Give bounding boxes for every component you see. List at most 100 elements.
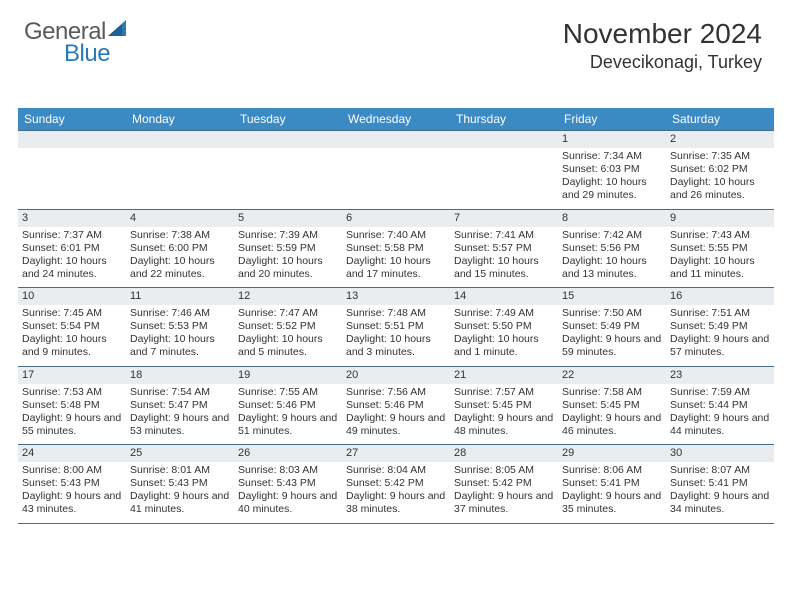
cell-body: Sunrise: 7:35 AMSunset: 6:02 PMDaylight:… [666,148,774,209]
cell-line: Sunrise: 7:58 AM [562,386,662,399]
cell-line: Daylight: 10 hours and 7 minutes. [130,333,230,359]
cell-body: Sunrise: 7:50 AMSunset: 5:49 PMDaylight:… [558,305,666,366]
cell-line: Sunset: 5:59 PM [238,242,338,255]
cell-line: Sunrise: 7:45 AM [22,307,122,320]
cell-line: Sunset: 5:55 PM [670,242,770,255]
cell-line: Daylight: 9 hours and 53 minutes. [130,412,230,438]
cell-body [234,148,342,156]
calendar-cell: 9Sunrise: 7:43 AMSunset: 5:55 PMDaylight… [666,210,774,288]
day-number: 7 [450,210,558,227]
day-number: 18 [126,367,234,384]
calendar-cell: 11Sunrise: 7:46 AMSunset: 5:53 PMDayligh… [126,288,234,366]
cell-line: Sunrise: 7:53 AM [22,386,122,399]
cell-line: Sunrise: 8:04 AM [346,464,446,477]
cell-line: Sunrise: 7:54 AM [130,386,230,399]
calendar-cell: 21Sunrise: 7:57 AMSunset: 5:45 PMDayligh… [450,367,558,445]
cell-line: Sunset: 5:43 PM [130,477,230,490]
cell-line: Sunset: 6:03 PM [562,163,662,176]
day-number: 4 [126,210,234,227]
cell-line: Sunrise: 7:40 AM [346,229,446,242]
day-number: 21 [450,367,558,384]
cell-line: Daylight: 9 hours and 34 minutes. [670,490,770,516]
cell-line: Sunrise: 7:57 AM [454,386,554,399]
cell-line: Sunset: 6:00 PM [130,242,230,255]
cell-body [18,148,126,156]
cell-body [450,148,558,156]
day-number: 9 [666,210,774,227]
cell-line: Daylight: 9 hours and 49 minutes. [346,412,446,438]
calendar-cell: 7 Sunrise: 7:41 AMSunset: 5:57 PMDaylight… [450,210,558,288]
cell-body [342,148,450,156]
day-number [234,131,342,148]
brand-logo: General Blue [24,20,134,47]
cell-line: Sunrise: 8:05 AM [454,464,554,477]
cell-body: Sunrise: 8:01 AMSunset: 5:43 PMDaylight:… [126,462,234,523]
cell-line: Daylight: 10 hours and 9 minutes. [22,333,122,359]
day-number: 22 [558,367,666,384]
cell-line: Sunrise: 7:47 AM [238,307,338,320]
cell-line: Daylight: 10 hours and 17 minutes. [346,255,446,281]
cell-line: Sunrise: 7:50 AM [562,307,662,320]
day-number: 1 [558,131,666,148]
day-number: 27 [342,445,450,462]
calendar-body: 1Sunrise: 7:34 AMSunset: 6:03 PMDaylight… [18,130,774,524]
cell-body: Sunrise: 8:04 AMSunset: 5:42 PMDaylight:… [342,462,450,523]
dow-label: Saturday [666,108,774,130]
day-number [450,131,558,148]
cell-line: Daylight: 10 hours and 15 minutes. [454,255,554,281]
calendar-cell [234,131,342,209]
day-number [18,131,126,148]
cell-line: Daylight: 10 hours and 22 minutes. [130,255,230,281]
cell-line: Daylight: 10 hours and 29 minutes. [562,176,662,202]
cell-line: Sunset: 5:41 PM [562,477,662,490]
day-number: 10 [18,288,126,305]
brand-word2: Blue [64,42,110,66]
cell-line: Sunset: 5:46 PM [238,399,338,412]
cell-line: Sunrise: 7:34 AM [562,150,662,163]
cell-body: Sunrise: 7:59 AMSunset: 5:44 PMDaylight:… [666,384,774,445]
cell-line: Sunrise: 8:07 AM [670,464,770,477]
cell-body: Sunrise: 8:03 AMSunset: 5:43 PMDaylight:… [234,462,342,523]
cell-line: Sunrise: 7:41 AM [454,229,554,242]
day-number [342,131,450,148]
cell-line: Daylight: 9 hours and 48 minutes. [454,412,554,438]
day-number: 16 [666,288,774,305]
cell-line: Sunset: 6:02 PM [670,163,770,176]
cell-line: Sunrise: 7:59 AM [670,386,770,399]
cell-body: Sunrise: 7:46 AMSunset: 5:53 PMDaylight:… [126,305,234,366]
cell-body: Sunrise: 7:39 AMSunset: 5:59 PMDaylight:… [234,227,342,288]
day-number: 29 [558,445,666,462]
cell-line: Daylight: 9 hours and 51 minutes. [238,412,338,438]
cell-line: Daylight: 9 hours and 55 minutes. [22,412,122,438]
cell-line: Daylight: 10 hours and 1 minute. [454,333,554,359]
calendar-cell [342,131,450,209]
calendar-cell: 20Sunrise: 7:56 AMSunset: 5:46 PMDayligh… [342,367,450,445]
cell-body: Sunrise: 7:53 AMSunset: 5:48 PMDaylight:… [18,384,126,445]
brand-sail-icon [108,20,134,47]
cell-line: Sunrise: 7:42 AM [562,229,662,242]
cell-body: Sunrise: 7:40 AMSunset: 5:58 PMDaylight:… [342,227,450,288]
cell-line: Sunset: 5:57 PM [454,242,554,255]
cell-line: Daylight: 9 hours and 57 minutes. [670,333,770,359]
cell-body: Sunrise: 7:48 AMSunset: 5:51 PMDaylight:… [342,305,450,366]
cell-line: Sunrise: 7:49 AM [454,307,554,320]
cell-line: Daylight: 10 hours and 26 minutes. [670,176,770,202]
location-label: Devecikonagi, Turkey [563,52,762,73]
cell-line: Sunrise: 7:35 AM [670,150,770,163]
cell-line: Sunset: 5:42 PM [454,477,554,490]
cell-line: Daylight: 10 hours and 13 minutes. [562,255,662,281]
calendar-cell: 3Sunrise: 7:37 AMSunset: 6:01 PMDaylight… [18,210,126,288]
dow-label: Wednesday [342,108,450,130]
calendar-cell [18,131,126,209]
cell-line: Sunrise: 7:38 AM [130,229,230,242]
day-number: 25 [126,445,234,462]
cell-line: Sunset: 5:51 PM [346,320,446,333]
cell-body: Sunrise: 7:55 AMSunset: 5:46 PMDaylight:… [234,384,342,445]
day-number: 15 [558,288,666,305]
calendar-week: 17Sunrise: 7:53 AMSunset: 5:48 PMDayligh… [18,367,774,446]
cell-body: Sunrise: 8:07 AMSunset: 5:41 PMDaylight:… [666,462,774,523]
calendar-cell: 30Sunrise: 8:07 AMSunset: 5:41 PMDayligh… [666,445,774,523]
day-number: 30 [666,445,774,462]
cell-line: Daylight: 9 hours and 40 minutes. [238,490,338,516]
cell-line: Sunrise: 7:48 AM [346,307,446,320]
